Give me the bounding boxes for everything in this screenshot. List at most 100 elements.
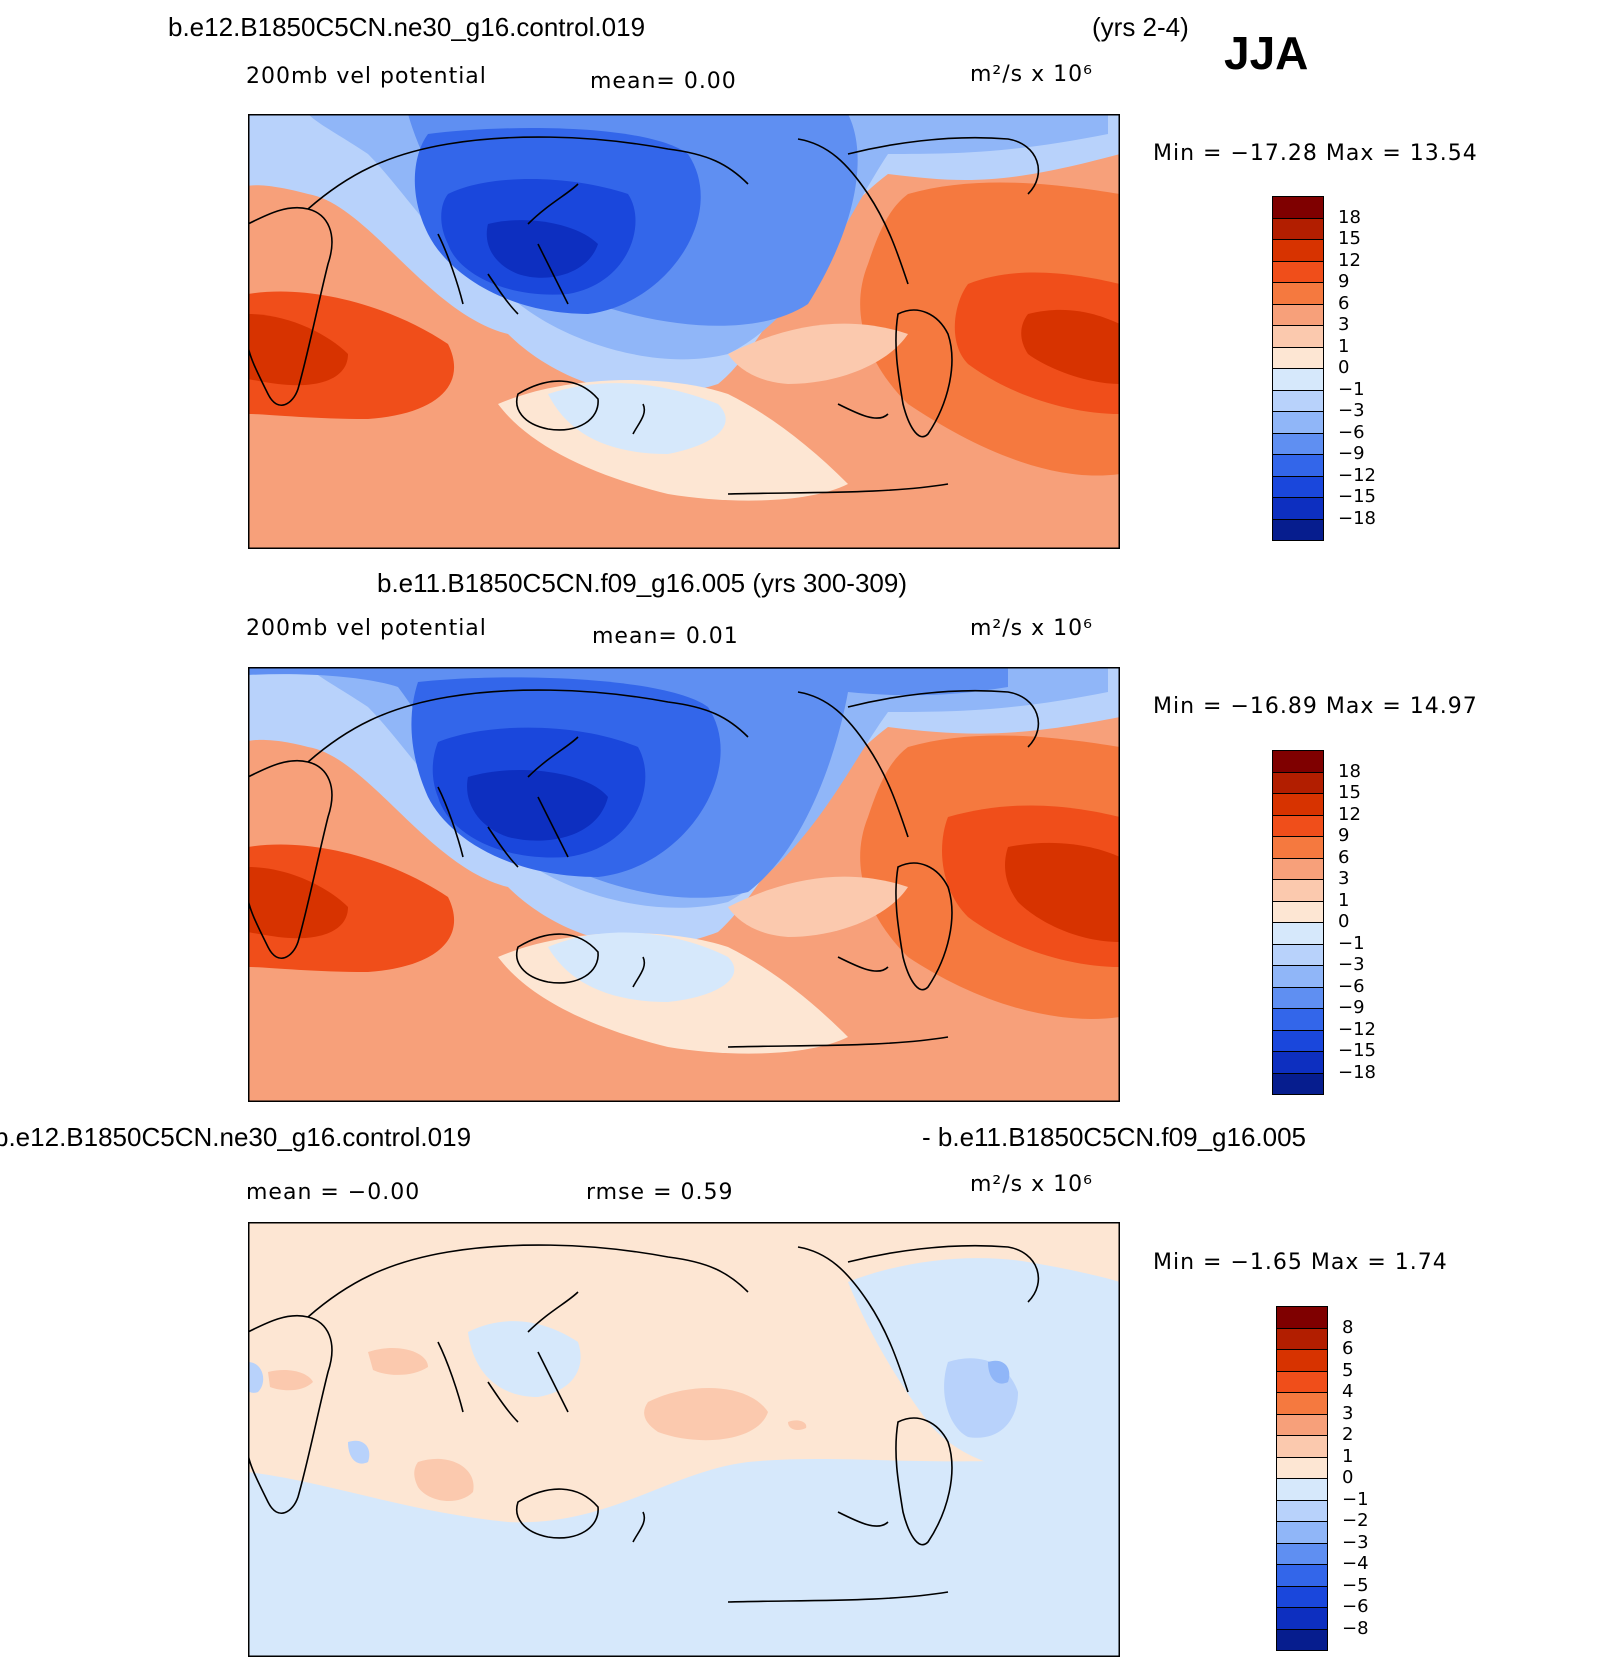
colorbar-tick-label: −3: [1338, 400, 1365, 421]
colorbar-tick-label: −1: [1342, 1488, 1369, 1510]
colorbar-cell: [1272, 943, 1324, 966]
colorbar-cell: [1272, 497, 1324, 520]
colorbar-tick-label: 8: [1342, 1316, 1354, 1338]
colorbar-tick-label: −6: [1338, 975, 1365, 997]
panel3-units: m²/s x 10⁶: [970, 1172, 1093, 1197]
panel2-contour-plot: [248, 667, 1120, 1102]
colorbar-tick-label: 4: [1342, 1381, 1354, 1402]
colorbar-cell: [1272, 411, 1324, 434]
colorbar-cell: [1272, 793, 1324, 816]
colorbar-cell: [1272, 217, 1324, 240]
panel1-contour-plot: [248, 114, 1120, 549]
colorbar-cell: [1272, 857, 1324, 880]
colorbar-tick-label: 15: [1338, 228, 1361, 249]
colorbar-cell: [1272, 475, 1324, 498]
panel3-contour-plot: [248, 1222, 1120, 1657]
colorbar-cell: [1272, 814, 1324, 837]
colorbar-tick-label: 6: [1342, 1338, 1354, 1359]
colorbar-cell: [1272, 454, 1324, 477]
colorbar-cell: [1272, 750, 1324, 773]
colorbar-tick-label: 1: [1338, 335, 1350, 357]
colorbar-cell: [1272, 1008, 1324, 1031]
colorbar-cell: [1276, 1456, 1328, 1479]
colorbar-cell: [1272, 900, 1324, 923]
colorbar-tick-label: −1: [1338, 378, 1365, 400]
colorbar-cell: [1276, 1327, 1328, 1350]
colorbar-tick-label: −2: [1342, 1510, 1369, 1531]
panel1-mean: mean= 0.00: [590, 69, 737, 94]
colorbar-cell: [1276, 1306, 1328, 1329]
panel3-title-left: b.e12.B1850C5CN.ne30_g16.control.019: [0, 1122, 472, 1152]
colorbar-tick-label: −6: [1338, 421, 1365, 443]
panel1-coastlines: [248, 136, 1040, 495]
colorbar-tick-label: 3: [1342, 1402, 1354, 1424]
colorbar-cell: [1276, 1478, 1328, 1501]
panel2-title: b.e11.B1850C5CN.f09_g16.005 (yrs 300-309…: [377, 568, 907, 598]
colorbar-cell: [1272, 432, 1324, 455]
colorbar-tick-label: −9: [1338, 443, 1365, 464]
panel1-case-title: b.e12.B1850C5CN.ne30_g16.control.019: [168, 12, 646, 42]
colorbar-tick-label: 2: [1342, 1424, 1354, 1445]
colorbar-cell: [1276, 1585, 1328, 1608]
season-label: JJA: [1224, 27, 1309, 79]
colorbar-cell: [1276, 1628, 1328, 1651]
colorbar-cell: [1276, 1607, 1328, 1630]
colorbar-cell: [1276, 1370, 1328, 1393]
colorbar-tick-label: −5: [1342, 1574, 1369, 1596]
panel1-colorbar: 18 15 12 9 6 3 1 0 −1 −3 −6 −9 −12 −15 −18: [1272, 196, 1376, 541]
panel3-minmax: Min = −1.65 Max = 1.74: [1153, 1250, 1448, 1275]
colorbar-tick-label: −8: [1342, 1617, 1369, 1639]
colorbar-cell: [1276, 1564, 1328, 1587]
panel2-variable: 200mb vel potential: [246, 616, 487, 641]
colorbar-tick-label: −18: [1338, 1061, 1376, 1083]
colorbar-tick-label: −15: [1338, 486, 1376, 507]
colorbar-cell: [1276, 1392, 1328, 1415]
colorbar-cell: [1272, 1072, 1324, 1095]
colorbar-tick-label: 3: [1338, 868, 1350, 889]
colorbar-tick-label: −6: [1342, 1596, 1369, 1617]
colorbar-cell: [1272, 965, 1324, 988]
colorbar-cell: [1272, 986, 1324, 1009]
colorbar-cell: [1276, 1499, 1328, 1522]
panel1-variable: 200mb vel potential: [246, 64, 487, 89]
panel3-title-right: - b.e11.B1850C5CN.f09_g16.005: [922, 1122, 1307, 1152]
colorbar-tick-label: −1: [1338, 932, 1365, 954]
panel3-coastlines: [248, 1244, 1040, 1603]
colorbar-cell: [1272, 389, 1324, 412]
colorbar-tick-label: 3: [1338, 314, 1350, 335]
colorbar-cell: [1276, 1435, 1328, 1458]
colorbar-tick-label: 6: [1338, 292, 1350, 314]
colorbar-cell: [1272, 260, 1324, 283]
colorbar-tick-label: −3: [1342, 1531, 1369, 1553]
panel3-colorbar: 8 6 5 4 3 2 1 0 −1 −2 −3 −4 −5 −6 −8: [1276, 1306, 1369, 1651]
colorbar-tick-label: −4: [1342, 1553, 1369, 1574]
panel1-map: [248, 114, 1120, 549]
colorbar-cell: [1272, 879, 1324, 902]
panel1-minmax: Min = −17.28 Max = 13.54: [1153, 141, 1478, 166]
colorbar-tick-label: −9: [1338, 997, 1365, 1018]
colorbar-cell: [1276, 1413, 1328, 1436]
colorbar-cell: [1272, 1029, 1324, 1052]
panel1-years: (yrs 2-4): [1092, 12, 1189, 42]
colorbar-tick-label: −12: [1338, 464, 1376, 486]
colorbar-cell: [1272, 1051, 1324, 1074]
panel3-map: [248, 1222, 1120, 1657]
colorbar-cell: [1272, 346, 1324, 369]
colorbar-tick-label: 18: [1338, 206, 1361, 228]
colorbar-tick-label: 9: [1338, 825, 1350, 846]
colorbar-cell: [1272, 303, 1324, 326]
colorbar-cell: [1272, 368, 1324, 391]
colorbar-cell: [1272, 518, 1324, 541]
panel3-rmse: rmse = 0.59: [586, 1180, 734, 1205]
panel2-coastlines: [248, 689, 1040, 1048]
colorbar-cell: [1276, 1349, 1328, 1372]
colorbar-cell: [1272, 771, 1324, 794]
panel2-colorbar: 18 15 12 9 6 3 1 0 −1 −3 −6 −9 −12 −15 −18: [1272, 750, 1376, 1095]
colorbar-tick-label: 12: [1338, 249, 1361, 271]
colorbar-tick-label: −18: [1338, 507, 1376, 529]
panel2-units: m²/s x 10⁶: [970, 616, 1093, 641]
colorbar-tick-label: 5: [1342, 1359, 1354, 1381]
colorbar-tick-label: 18: [1338, 760, 1361, 782]
panel1-units: m²/s x 10⁶: [970, 62, 1093, 87]
colorbar-tick-label: −15: [1338, 1040, 1376, 1061]
